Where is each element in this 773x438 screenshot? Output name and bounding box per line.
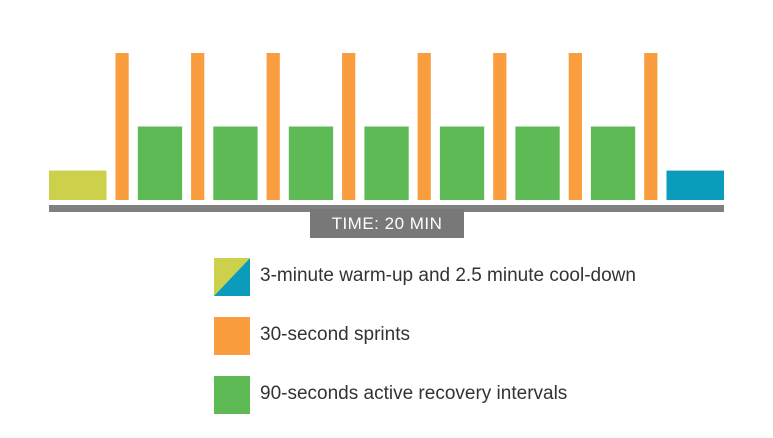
legend-item-recovery: 90-seconds active recovery intervals bbox=[214, 376, 754, 414]
recovery-bar-6 bbox=[515, 126, 560, 200]
legend-label-warmup-cooldown: 3-minute warm-up and 2.5 minute cool-dow… bbox=[260, 265, 636, 286]
legend-item-warmup-cooldown: 3-minute warm-up and 2.5 minute cool-dow… bbox=[214, 258, 754, 296]
sprint-bar-4 bbox=[342, 53, 356, 200]
recovery-bar-4 bbox=[364, 126, 409, 200]
sprint-bar-7 bbox=[568, 53, 582, 200]
recovery-bar-7 bbox=[590, 126, 636, 200]
warmup-cooldown-swatch bbox=[214, 258, 250, 296]
legend-item-sprint: 30-second sprints bbox=[214, 317, 754, 355]
legend-label-sprint: 30-second sprints bbox=[260, 324, 410, 345]
sprint-bar-6 bbox=[493, 53, 507, 200]
sprint-bar-1 bbox=[115, 53, 129, 200]
sprint-bar-5 bbox=[417, 53, 431, 200]
legend: 3-minute warm-up and 2.5 minute cool-dow… bbox=[214, 258, 754, 435]
cooldown-swatch-half bbox=[214, 258, 250, 296]
chart-bars bbox=[49, 53, 724, 200]
recovery-bar-2 bbox=[213, 126, 258, 200]
legend-label-recovery: 90-seconds active recovery intervals bbox=[260, 383, 568, 404]
recovery-bar-1 bbox=[137, 126, 183, 200]
sprint-swatch bbox=[214, 317, 250, 355]
interval-chart bbox=[49, 53, 724, 212]
recovery-bar-5 bbox=[439, 126, 485, 200]
cooldown-bar-1 bbox=[666, 170, 724, 200]
sprint-bar-8 bbox=[644, 53, 658, 200]
time-axis bbox=[49, 205, 724, 212]
recovery-swatch bbox=[214, 376, 250, 414]
time-axis-label: TIME: 20 MIN bbox=[310, 209, 464, 238]
sprint-bar-2 bbox=[191, 53, 205, 200]
recovery-bar-3 bbox=[288, 126, 334, 200]
warmup-bar-1 bbox=[49, 170, 107, 200]
sprint-bar-3 bbox=[266, 53, 280, 200]
